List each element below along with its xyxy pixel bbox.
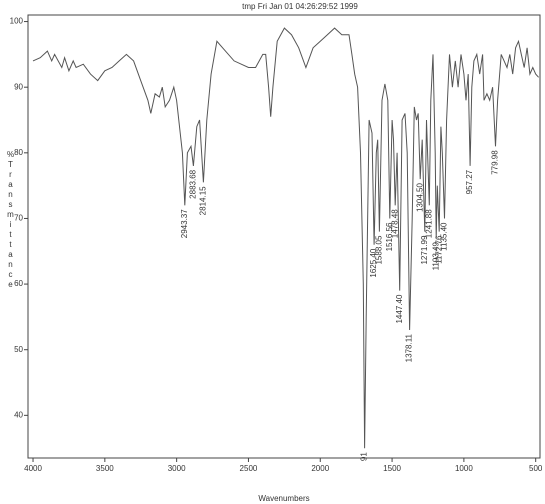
- peak-label: 1588.05: [375, 235, 384, 264]
- y-tick-label: 60: [14, 279, 23, 288]
- y-tick-label: 100: [10, 17, 24, 26]
- x-tick-label: 2000: [311, 464, 329, 473]
- x-tick-label: 1000: [455, 464, 473, 473]
- x-tick-label: 500: [529, 464, 543, 473]
- peak-label: 1304.50: [415, 183, 424, 212]
- y-tick-label: 90: [14, 82, 23, 91]
- y-axis-label: %Transmittance: [6, 150, 15, 290]
- peak-label: 1625.40: [369, 248, 378, 277]
- x-tick-label: 4000: [24, 464, 42, 473]
- y-tick-label: 80: [14, 148, 23, 157]
- peak-label: 779.98: [491, 150, 500, 175]
- y-tick-label: 70: [14, 214, 23, 223]
- peak-label: 1241.88: [424, 209, 433, 238]
- y-tick-label: 40: [14, 410, 23, 419]
- peak-label: 1516.56: [385, 222, 394, 251]
- x-tick-label: 1500: [383, 464, 401, 473]
- spectrum-line: [32, 27, 539, 449]
- peak-label: 1447.40: [395, 294, 404, 323]
- peak-label: 1478.48: [390, 209, 399, 238]
- peak-label: 2883.68: [189, 169, 198, 198]
- peak-label: 2943.37: [180, 209, 189, 238]
- x-axis-label: Wavenumbers: [258, 494, 309, 503]
- y-tick-label: 50: [14, 345, 23, 354]
- peak-label: 2814.15: [199, 186, 208, 215]
- peak-label: 1172.76: [434, 235, 443, 264]
- x-tick-label: 3000: [168, 464, 186, 473]
- peak-label: 1378.11: [405, 333, 414, 362]
- chart-title: tmp Fri Jan 01 04:26:29:52 1999: [242, 2, 358, 11]
- x-tick-label: 2500: [240, 464, 258, 473]
- peak-label: 1193.49: [431, 242, 440, 271]
- peak-label: 957.27: [465, 169, 474, 194]
- peak-label: 91: [360, 452, 369, 461]
- plot-frame: [27, 14, 541, 459]
- peak-label: 1135.40: [440, 222, 449, 251]
- x-tick-label: 3500: [96, 464, 114, 473]
- peak-label: 1271.99: [420, 235, 429, 264]
